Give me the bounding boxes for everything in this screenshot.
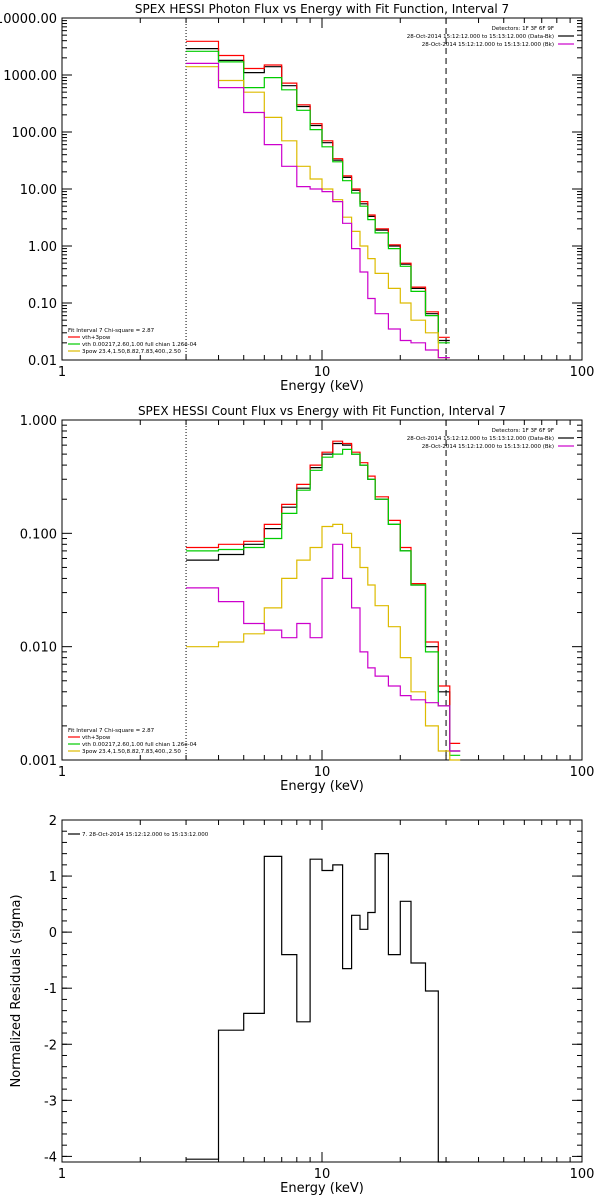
series-line-vth-3pow: [186, 40, 450, 338]
info-text: Detectors: 1F 3F 6F 9F: [492, 428, 554, 434]
series-line-3pow: [186, 523, 461, 761]
info-text: 28-Oct-2014 15:12:12.000 to 15:13:12.000…: [422, 444, 554, 450]
y-tick-label: 1.000: [20, 414, 57, 429]
y-tick-label: 0.01: [28, 354, 57, 369]
series-line-bk: [186, 62, 450, 359]
chart-panel-1: SPEX HESSI Photon Flux vs Energy with Fi…: [0, 2, 594, 394]
legend-text: vth+3pow: [82, 735, 111, 741]
x-tick-label: 1: [58, 765, 66, 780]
x-axis-label: Energy (keV): [280, 1181, 364, 1196]
series-line-bk: [186, 543, 461, 752]
y-tick-label: 10000.00: [0, 12, 57, 27]
series-line-vth: [186, 50, 450, 344]
chart-panel-2: SPEX HESSI Count Flux vs Energy with Fit…: [20, 404, 595, 794]
x-tick-label: 100: [570, 765, 595, 780]
y-tick-label: 0.100: [20, 527, 57, 542]
y-tick-label: -2: [44, 1038, 57, 1053]
legend-text: vth 0.00217,2.60,1.00 full chian 1.26e-0…: [82, 342, 197, 348]
x-tick-label: 100: [570, 365, 595, 380]
y-tick-label: 1.00: [28, 240, 57, 255]
y-axis-label: Normalized Residuals (sigma): [9, 894, 24, 1087]
series-line-vth-3pow: [186, 440, 461, 744]
legend-text: 3pow 23.4,1.50,8.82,7.83,400.,2.50: [82, 349, 181, 355]
series-line-data-bk: [186, 48, 450, 342]
series-line-vth: [186, 448, 461, 756]
series-line-data-bk: [186, 442, 461, 752]
x-tick-label: 10: [314, 765, 331, 780]
legend-text: 7. 28-Oct-2014 15:12:12.000 to 15:13:12.…: [82, 832, 209, 838]
x-axis-label: Energy (keV): [280, 379, 364, 394]
plot-frame: [61, 819, 583, 1163]
legend-text: Fit Interval 7 Chi-square = 2.87: [68, 728, 155, 734]
y-tick-label: 1: [49, 870, 57, 885]
info-text: 28-Oct-2014 15:12:12.000 to 15:13:12.000…: [407, 436, 554, 442]
legend-text: vth 0.00217,2.60,1.00 full chian 1.26e-0…: [82, 742, 197, 748]
y-tick-label: 10.00: [20, 183, 57, 198]
x-tick-label: 10: [314, 365, 331, 380]
x-tick-label: 1: [58, 1167, 66, 1182]
y-tick-label: -4: [44, 1150, 57, 1165]
y-tick-label: 0: [49, 926, 57, 941]
info-text: Detectors: 1F 3F 6F 9F: [492, 26, 554, 32]
x-axis-label: Energy (keV): [280, 779, 364, 794]
y-tick-label: 0.010: [20, 641, 57, 656]
legend-text: 3pow 23.4,1.50,8.82,7.83,400.,2.50: [82, 749, 181, 755]
info-text: 28-Oct-2014 15:12:12.000 to 15:13:12.000…: [422, 42, 554, 48]
y-tick-label: 0.10: [28, 297, 57, 312]
info-text: 28-Oct-2014 15:12:12.000 to 15:13:12.000…: [407, 34, 554, 40]
y-tick-label: -3: [44, 1094, 57, 1109]
y-tick-label: 0.001: [20, 754, 57, 769]
y-tick-label: 2: [49, 814, 57, 829]
y-tick-label: 1000.00: [3, 69, 57, 84]
legend-text: vth+3pow: [82, 335, 111, 341]
y-tick-label: -1: [44, 982, 57, 997]
legend-text: Fit Interval 7 Chi-square = 2.87: [68, 328, 155, 334]
y-tick-label: 100.00: [12, 126, 58, 141]
x-tick-label: 100: [570, 1167, 595, 1182]
x-tick-label: 10: [314, 1167, 331, 1182]
series-line-3pow: [186, 66, 450, 359]
chart-title: SPEX HESSI Photon Flux vs Energy with Fi…: [135, 2, 509, 16]
series-line-7-28-oct-2014-15-12-: [186, 853, 450, 1163]
x-tick-label: 1: [58, 365, 66, 380]
chart-title: SPEX HESSI Count Flux vs Energy with Fit…: [138, 404, 506, 418]
